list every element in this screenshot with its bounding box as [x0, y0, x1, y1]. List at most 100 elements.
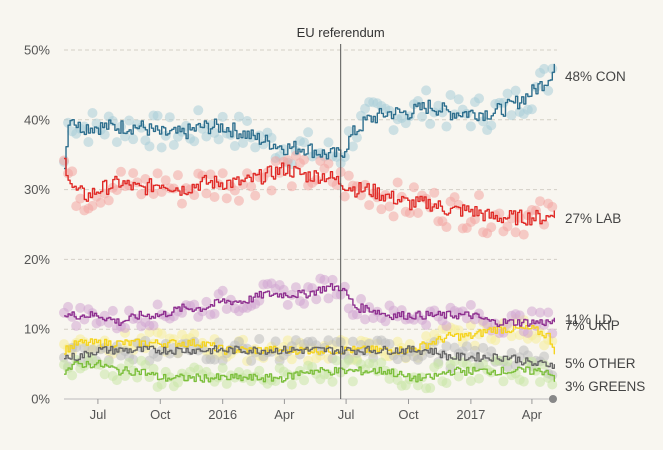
x-tick-label: 2016 — [208, 407, 237, 422]
poll-dot-ukip — [506, 331, 517, 342]
poll-dot-lab — [176, 198, 187, 209]
poll-dot-other — [217, 355, 228, 366]
poll-dot-lab — [388, 211, 399, 222]
series-line-ld — [64, 283, 555, 328]
poll-dot-ld — [189, 299, 200, 310]
series-line-greens — [64, 359, 555, 383]
poll-dot-greens — [286, 379, 297, 390]
x-tick-label: Oct — [150, 407, 171, 422]
poll-dot-lab — [486, 222, 497, 233]
poll-dot-greens — [172, 377, 183, 388]
poll-dot-con — [502, 88, 513, 99]
poll-dot-greens — [221, 378, 232, 389]
poll-dot-con — [99, 129, 110, 140]
poll-dot-ld — [120, 322, 131, 333]
poll-dot-ld — [380, 316, 391, 327]
poll-dots — [59, 63, 558, 394]
poll-dot-greens — [474, 373, 485, 384]
poll-dot-lab — [282, 155, 293, 166]
poll-dot-other — [270, 336, 281, 347]
poll-dot-ukip — [156, 328, 167, 339]
poll-dot-ld — [364, 302, 375, 313]
poll-dot-con — [417, 111, 428, 122]
poll-dot-lab — [449, 192, 460, 203]
poll-dot-con — [539, 63, 550, 74]
poll-dot-lab — [140, 174, 151, 185]
poll-dot-ld — [201, 296, 212, 307]
poll-dot-lab — [71, 201, 82, 212]
poll-dot-con — [299, 137, 310, 148]
end-label-lab: 27% LAB — [565, 211, 621, 226]
poll-dot-lab — [103, 195, 114, 206]
poll-dot-con — [242, 115, 253, 126]
x-tick-label: Apr — [274, 407, 295, 422]
poll-dot-con — [217, 111, 228, 122]
series-line-lab — [64, 157, 555, 226]
poll-dot-lab — [136, 189, 147, 200]
poll-dot-lab — [469, 214, 480, 225]
poll-dot-greens — [376, 357, 387, 368]
poll-dot-ld — [526, 306, 537, 317]
poll-dot-lab — [205, 169, 216, 180]
poll-dot-lab — [404, 207, 415, 218]
poll-dot-con — [486, 120, 497, 131]
poll-dot-lab — [87, 200, 98, 211]
poll-dot-lab — [160, 175, 171, 186]
poll-dot-ld — [75, 302, 86, 313]
y-axis-ticks: 0% 10% 20% 30% 40% 50% — [24, 42, 50, 406]
poll-dot-ld — [282, 299, 293, 310]
poll-dot-greens — [327, 376, 338, 387]
poll-dot-lab — [392, 177, 403, 188]
poll-dot-lab — [233, 195, 244, 206]
poll-dot-greens — [412, 380, 423, 391]
poll-dot-con — [156, 142, 167, 153]
poll-dot-con — [421, 85, 432, 96]
poll-dot-greens — [156, 379, 167, 390]
x-tick-label: Apr — [522, 407, 543, 422]
poll-dot-other — [290, 335, 301, 346]
poll-dot-ld — [278, 284, 289, 295]
poll-dot-greens — [425, 383, 436, 394]
poll-dot-con — [543, 85, 554, 96]
poll-dot-greens — [124, 357, 135, 368]
y-tick-label: 10% — [24, 322, 50, 337]
poll-dot-ld — [360, 314, 371, 325]
poll-dot-lab — [221, 193, 232, 204]
eu-referendum-annotation: EU referendum — [297, 25, 385, 399]
poll-dot-lab — [412, 207, 423, 218]
y-tick-label: 40% — [24, 112, 50, 127]
poll-dot-lab — [315, 155, 326, 166]
x-tick-label: Jul — [90, 407, 107, 422]
poll-dot-ld — [327, 274, 338, 285]
poll-dot-con — [453, 94, 464, 105]
poll-dot-lab — [441, 222, 452, 233]
end-marker-dot — [549, 395, 557, 403]
poll-dot-ld — [356, 294, 367, 305]
poll-dot-ld — [535, 307, 546, 318]
poll-dot-greens — [547, 379, 558, 390]
end-label-ld: 11% LD — [565, 312, 612, 327]
poll-dot-con — [229, 141, 240, 152]
poll-dot-greens — [299, 375, 310, 386]
poll-dot-lab — [339, 191, 350, 202]
poll-dot-ld — [63, 301, 74, 312]
poll-dot-ukip — [286, 354, 297, 365]
poll-dot-greens — [453, 371, 464, 382]
x-tick-label: 2017 — [456, 407, 485, 422]
poll-dot-lab — [323, 158, 334, 169]
poll-dot-ld — [319, 274, 330, 285]
poll-dot-ld — [323, 293, 334, 304]
poll-dot-con — [506, 110, 517, 121]
poll-dot-con — [83, 137, 94, 148]
poll-dot-lab — [510, 227, 521, 238]
poll-dot-con — [323, 137, 334, 148]
poll-dot-greens — [535, 376, 546, 387]
poll-dot-con — [347, 141, 358, 152]
poll-dot-greens — [368, 358, 379, 369]
poll-dot-con — [343, 126, 354, 137]
poll-dot-ukip — [189, 328, 200, 339]
series-lines — [64, 63, 555, 383]
y-tick-label: 20% — [24, 252, 50, 267]
poll-dot-lab — [246, 181, 257, 192]
